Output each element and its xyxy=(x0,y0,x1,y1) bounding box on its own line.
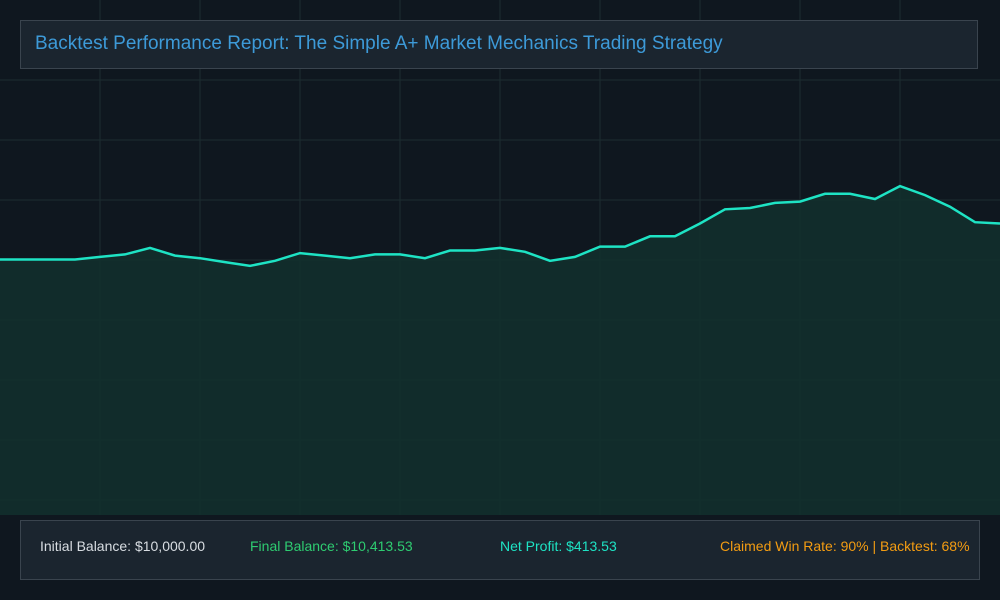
equity-point xyxy=(574,256,576,258)
equity-point xyxy=(174,254,176,257)
final-balance-stat: Final Balance: $10,413.53 xyxy=(250,538,413,554)
equity-point xyxy=(324,254,326,257)
equity-point xyxy=(249,265,251,267)
equity-point xyxy=(549,260,551,262)
stats-panel: Initial Balance: $10,000.00 Final Balanc… xyxy=(20,520,980,580)
equity-point xyxy=(74,258,76,261)
equity-point xyxy=(349,257,351,260)
equity-point xyxy=(799,200,801,203)
equity-area-fill xyxy=(0,186,1000,515)
initial-balance-stat: Initial Balance: $10,000.00 xyxy=(40,538,206,554)
equity-point xyxy=(474,249,476,252)
equity-point xyxy=(849,193,851,195)
win-rate-stat: Claimed Win Rate: 90% | Backtest: 68% xyxy=(720,538,970,554)
equity-point xyxy=(824,193,826,195)
equity-point xyxy=(674,235,676,238)
title-panel: Backtest Performance Report: The Simple … xyxy=(20,20,978,69)
equity-point xyxy=(949,205,951,208)
equity-point xyxy=(424,257,426,260)
equity-point xyxy=(99,256,101,258)
equity-point xyxy=(399,253,401,256)
equity-point xyxy=(499,247,501,249)
equity-point xyxy=(724,208,726,211)
equity-point xyxy=(124,253,126,256)
equity-point xyxy=(49,258,51,261)
equity-point xyxy=(274,260,276,262)
equity-point xyxy=(199,257,201,260)
equity-point xyxy=(624,245,626,248)
equity-point xyxy=(699,222,701,225)
equity-point xyxy=(899,185,901,187)
equity-point xyxy=(974,221,976,223)
equity-points xyxy=(0,185,1000,267)
equity-point xyxy=(599,245,601,248)
equity-point xyxy=(774,202,776,204)
net-profit-stat: Net Profit: $413.53 xyxy=(500,538,617,554)
equity-point xyxy=(24,258,26,261)
equity-point xyxy=(149,247,151,249)
equity-point xyxy=(449,249,451,252)
equity-point xyxy=(374,253,376,256)
equity-point xyxy=(649,235,651,238)
equity-point xyxy=(924,194,926,196)
equity-point xyxy=(874,198,876,200)
equity-point xyxy=(524,251,526,253)
equity-point xyxy=(299,252,301,254)
equity-point xyxy=(749,207,751,209)
equity-point xyxy=(0,258,1,261)
report-title: Backtest Performance Report: The Simple … xyxy=(35,33,723,54)
equity-point xyxy=(224,261,226,263)
